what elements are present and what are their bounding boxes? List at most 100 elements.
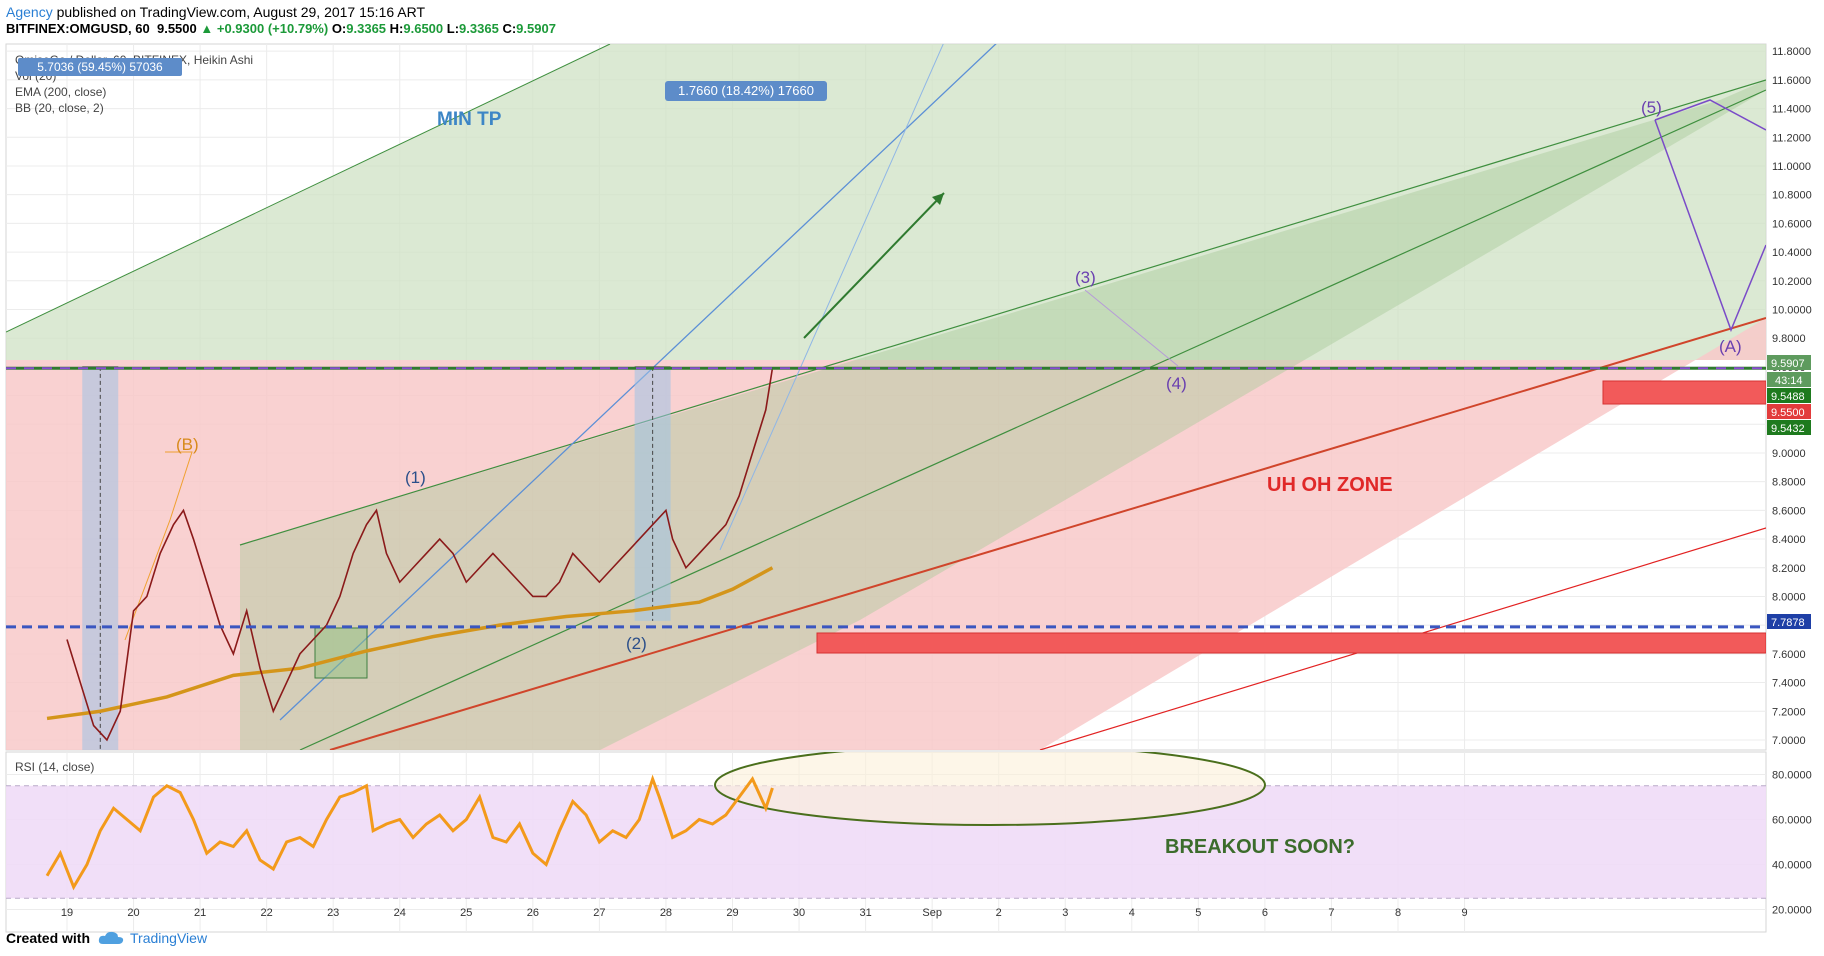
- time-tick-label: 22: [261, 907, 273, 919]
- price-tick-label: 9.0000: [1772, 448, 1806, 460]
- price-tick-label: 11.0000: [1772, 161, 1811, 173]
- last-price: 9.5500: [156, 21, 197, 36]
- price-tick-label: 8.4000: [1772, 534, 1806, 546]
- price-tick-label: 10.4000: [1772, 247, 1812, 259]
- time-tick-label: 25: [460, 907, 472, 919]
- badge-2: [1767, 404, 1811, 419]
- low-label: L:: [446, 21, 460, 36]
- support-badge-text: 7.7878: [1771, 617, 1805, 629]
- right-measure-label: 1.7660 (18.42%) 17660: [678, 83, 814, 98]
- left-measure-badge: [18, 58, 182, 76]
- time-tick-label: 19: [61, 907, 73, 919]
- price-tick-label: 8.6000: [1772, 505, 1806, 517]
- time-tick-label: 9: [1461, 907, 1467, 919]
- price-tick-label: 10.8000: [1772, 190, 1812, 202]
- time-tick-label: 20: [127, 907, 139, 919]
- wave-1-label: (1): [405, 468, 426, 487]
- price-tick-label: 7.0000: [1772, 735, 1806, 747]
- wave-5-label: (5): [1641, 98, 1662, 117]
- min-tp-label: MIN TP: [437, 109, 502, 130]
- price-tick-label: 8.8000: [1772, 477, 1806, 489]
- price-tick-label: 11.2000: [1772, 132, 1811, 144]
- created-with-label: Created with: [6, 930, 91, 946]
- time-tick-label: 7: [1328, 907, 1334, 919]
- rsi-axis[interactable]: 80.0000 60.0000 40.0000 20.0000: [1772, 770, 1812, 917]
- red-resistance-box: [1602, 380, 1766, 405]
- wave-3-label: (3): [1075, 268, 1096, 287]
- tradingview-link[interactable]: TradingView: [98, 930, 207, 946]
- cloud-icon: [98, 931, 124, 944]
- wedge-bottom-line: [299, 89, 1766, 750]
- publish-info: Agency published on TradingView.com, Aug…: [6, 4, 425, 20]
- time-tick-label: 8: [1395, 907, 1401, 919]
- last-price-badge: [1767, 355, 1811, 370]
- measures: [82, 366, 671, 750]
- drawings: [6, 44, 1766, 750]
- price-tick-label: 7.4000: [1772, 678, 1806, 690]
- tradingview-label: TradingView: [130, 930, 208, 946]
- time-tick-label: 30: [793, 907, 805, 919]
- rsi-tick-label: 20.0000: [1772, 905, 1812, 917]
- green-arrow-head: [932, 193, 944, 205]
- time-tick-label: 5: [1195, 907, 1201, 919]
- badge-3: [1767, 420, 1811, 435]
- time-axis[interactable]: 19 20 21 22 23 24 25 26 27 28 29 30 31 Sep 2 3 4 5 6 7 8 9: [61, 907, 1468, 919]
- green-channel-fill: [6, 44, 1766, 360]
- badge-2-text: 9.5500: [1771, 407, 1805, 419]
- time-tick-label: 4: [1129, 907, 1135, 919]
- close-label: C:: [502, 21, 517, 36]
- uh-oh-zone-fill: [6, 318, 1766, 750]
- price-tick-label: 10.6000: [1772, 218, 1812, 230]
- legend-bb: BB (20, close, 2): [15, 101, 104, 115]
- countdown-text: 43:14: [1775, 375, 1803, 387]
- time-tick-label: 31: [859, 907, 871, 919]
- last-price-badge-text: 9.5907: [1771, 358, 1805, 370]
- time-tick-label: 6: [1262, 907, 1268, 919]
- time-tick-label: 28: [660, 907, 672, 919]
- ema-line: [46, 566, 774, 721]
- price-line: [66, 368, 774, 742]
- price-tick-label: 7.2000: [1772, 706, 1806, 718]
- wave-5-a-line: [1654, 119, 1766, 333]
- red-support-box: [816, 632, 1766, 654]
- wave-a-label: (A): [1719, 337, 1742, 356]
- low-value: 9.3365: [459, 21, 499, 36]
- time-tick-label: 23: [327, 907, 339, 919]
- change-value: +0.9300 (+10.79%): [216, 21, 329, 36]
- time-tick-label: 24: [394, 907, 406, 919]
- price-tick-label: 11.6000: [1772, 75, 1811, 87]
- wedge-fill: [240, 80, 1766, 750]
- time-tick-label: 3: [1062, 907, 1068, 919]
- rsi-tick-label: 40.0000: [1772, 860, 1812, 872]
- publisher-link[interactable]: Agency: [6, 4, 53, 20]
- badge-1-text: 9.5488: [1771, 391, 1805, 403]
- red-trend-line: [329, 317, 1766, 750]
- rsi-legend: RSI (14, close): [15, 760, 94, 774]
- breakout-label: BREAKOUT SOON?: [1165, 836, 1355, 858]
- published-text: published on TradingView.com, August 29,…: [52, 4, 426, 20]
- open-label: O:: [331, 21, 347, 36]
- levels: [6, 366, 1766, 629]
- price-tick-label: 8.2000: [1772, 563, 1806, 575]
- rsi-line: [45, 774, 774, 891]
- channel-upper-line: [6, 44, 611, 333]
- price-tick-label: 11.8000: [1772, 46, 1811, 58]
- wave-4-label: (4): [1166, 374, 1187, 393]
- price-tick-label: 7.6000: [1772, 649, 1806, 661]
- price-tick-label: 8.0000: [1772, 591, 1806, 603]
- wedge-top-line: [239, 79, 1766, 546]
- time-tick-label: 26: [527, 907, 539, 919]
- countdown-badge: [1767, 372, 1811, 387]
- wave-2-label: (2): [626, 634, 647, 653]
- legend-ema: EMA (200, close): [15, 85, 106, 99]
- time-tick-label: 29: [726, 907, 738, 919]
- price-tick-label: 10.0000: [1772, 304, 1812, 316]
- footer: Created with TradingView: [6, 930, 207, 946]
- right-measure-badge: [665, 81, 827, 101]
- green-arrow-line: [803, 192, 945, 339]
- time-tick-label: Sep: [922, 907, 942, 919]
- support-badge: [1767, 614, 1811, 629]
- wave-3-4-line: [1084, 289, 1179, 367]
- blue-thin-line: [719, 44, 944, 551]
